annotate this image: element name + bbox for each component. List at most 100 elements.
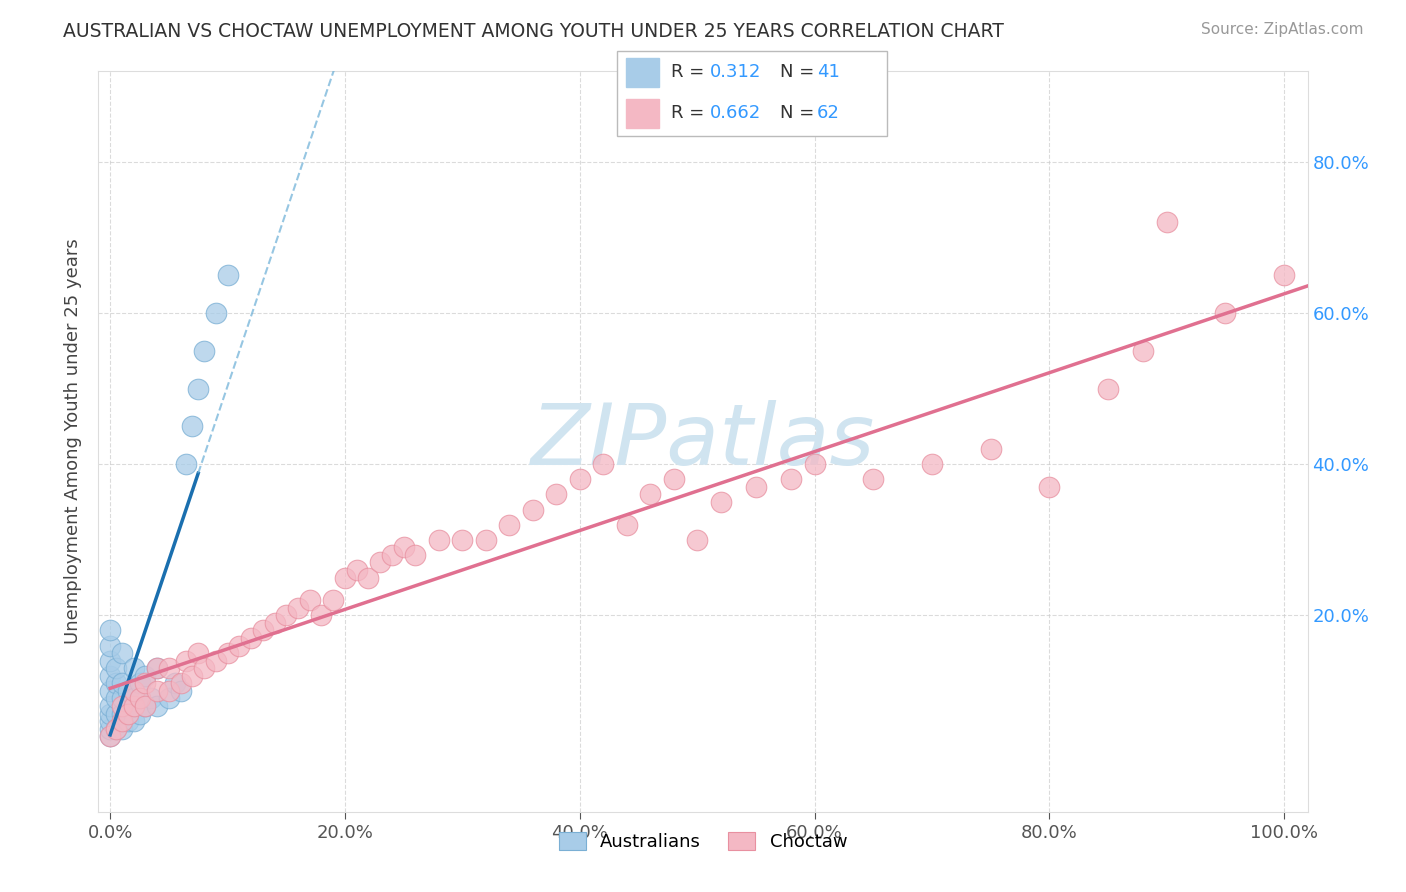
- Text: N =: N =: [780, 63, 820, 81]
- Point: [346, 563, 368, 577]
- Point: [117, 683, 139, 698]
- Point: [163, 676, 186, 690]
- Point: [176, 654, 198, 668]
- Point: [105, 676, 128, 690]
- Point: [105, 722, 128, 736]
- FancyBboxPatch shape: [617, 51, 887, 136]
- Point: [862, 472, 884, 486]
- Point: [98, 669, 121, 683]
- Point: [322, 593, 344, 607]
- Point: [111, 706, 134, 721]
- Text: Source: ZipAtlas.com: Source: ZipAtlas.com: [1201, 22, 1364, 37]
- Point: [368, 556, 391, 570]
- Point: [427, 533, 450, 547]
- Point: [98, 698, 121, 713]
- Point: [276, 608, 298, 623]
- Point: [263, 615, 285, 630]
- Point: [1038, 480, 1060, 494]
- Point: [921, 457, 943, 471]
- Point: [228, 639, 250, 653]
- Point: [98, 729, 121, 743]
- Bar: [626, 58, 659, 87]
- Point: [146, 698, 169, 713]
- Point: [134, 676, 156, 690]
- Point: [105, 691, 128, 706]
- Point: [98, 714, 121, 728]
- Point: [1132, 343, 1154, 358]
- Point: [686, 533, 709, 547]
- Point: [187, 382, 209, 396]
- Point: [980, 442, 1002, 456]
- Point: [240, 631, 263, 645]
- Point: [111, 646, 134, 660]
- Point: [157, 683, 180, 698]
- Point: [745, 480, 768, 494]
- Point: [780, 472, 803, 486]
- Point: [111, 691, 134, 706]
- Text: R =: R =: [671, 104, 710, 122]
- Point: [638, 487, 661, 501]
- Point: [111, 676, 134, 690]
- Point: [662, 472, 685, 486]
- Point: [392, 541, 415, 555]
- Legend: Australians, Choctaw: Australians, Choctaw: [551, 824, 855, 858]
- Point: [105, 706, 128, 721]
- Text: ZIPatlas: ZIPatlas: [531, 400, 875, 483]
- Point: [204, 306, 226, 320]
- Point: [134, 669, 156, 683]
- Point: [710, 495, 733, 509]
- Text: 0.662: 0.662: [710, 104, 761, 122]
- Point: [298, 593, 321, 607]
- Point: [498, 517, 520, 532]
- Point: [333, 570, 356, 584]
- Text: AUSTRALIAN VS CHOCTAW UNEMPLOYMENT AMONG YOUTH UNDER 25 YEARS CORRELATION CHART: AUSTRALIAN VS CHOCTAW UNEMPLOYMENT AMONG…: [63, 22, 1004, 41]
- Text: N =: N =: [780, 104, 820, 122]
- Point: [616, 517, 638, 532]
- Point: [546, 487, 568, 501]
- Point: [252, 624, 274, 638]
- Point: [141, 691, 163, 706]
- Point: [522, 502, 544, 516]
- Point: [146, 683, 169, 698]
- Point: [287, 600, 309, 615]
- Point: [803, 457, 825, 471]
- Point: [122, 683, 145, 698]
- Point: [122, 714, 145, 728]
- Point: [592, 457, 614, 471]
- Point: [157, 661, 180, 675]
- Point: [568, 472, 591, 486]
- Point: [122, 661, 145, 675]
- Point: [193, 661, 215, 675]
- Point: [187, 646, 209, 660]
- Point: [404, 548, 426, 562]
- Point: [117, 706, 139, 721]
- Point: [169, 676, 191, 690]
- Point: [1156, 215, 1178, 229]
- Point: [134, 698, 156, 713]
- Point: [475, 533, 498, 547]
- Point: [98, 639, 121, 653]
- Text: 0.312: 0.312: [710, 63, 762, 81]
- Bar: [626, 99, 659, 128]
- Point: [98, 729, 121, 743]
- Point: [217, 268, 239, 283]
- Point: [98, 624, 121, 638]
- Point: [217, 646, 239, 660]
- Point: [146, 661, 169, 675]
- Text: R =: R =: [671, 63, 710, 81]
- Point: [181, 669, 204, 683]
- Point: [176, 457, 198, 471]
- Point: [134, 698, 156, 713]
- Point: [117, 714, 139, 728]
- Point: [105, 661, 128, 675]
- Point: [128, 706, 150, 721]
- Point: [98, 706, 121, 721]
- Point: [128, 676, 150, 690]
- Point: [381, 548, 404, 562]
- Point: [111, 714, 134, 728]
- Point: [1272, 268, 1295, 283]
- Point: [1215, 306, 1237, 320]
- Point: [311, 608, 333, 623]
- Text: 62: 62: [817, 104, 839, 122]
- Point: [98, 683, 121, 698]
